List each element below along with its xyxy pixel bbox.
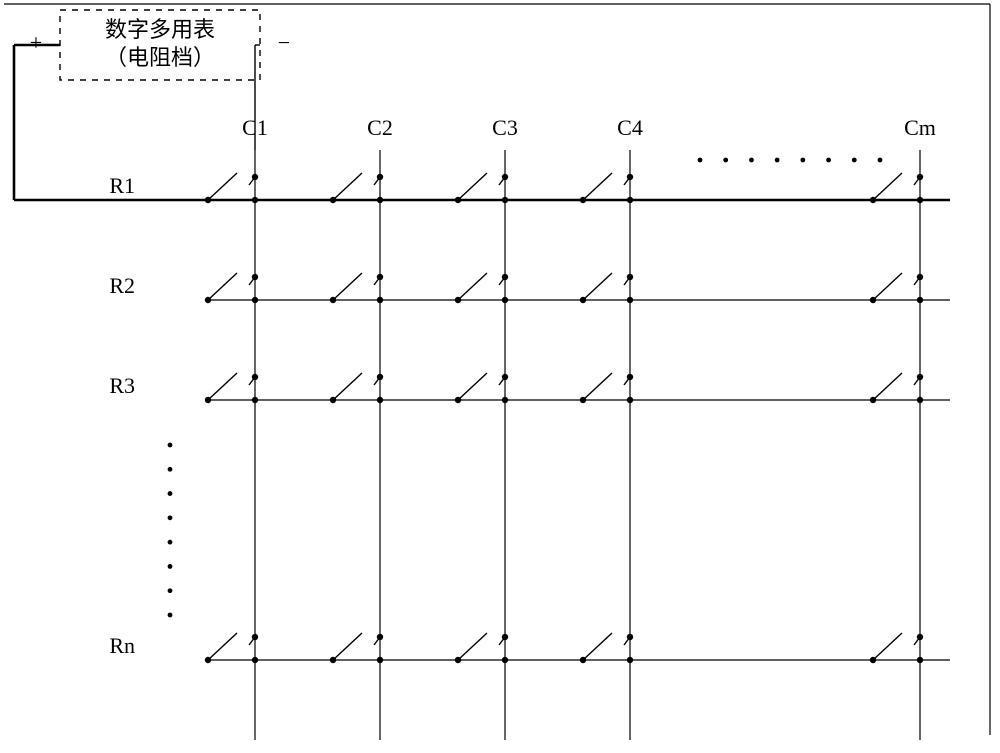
h-ellipsis-dot (775, 158, 780, 163)
relay-switch (208, 373, 255, 400)
h-ellipsis-dot (723, 158, 728, 163)
h-ellipsis-dot (826, 158, 831, 163)
h-ellipsis-dot (698, 158, 703, 163)
v-ellipsis-dot (168, 564, 173, 569)
column-label: C4 (617, 115, 643, 140)
relay-switch (873, 273, 920, 300)
relay-switch (208, 273, 255, 300)
v-ellipsis-dot (168, 467, 173, 472)
v-ellipsis-dot (168, 540, 173, 545)
v-ellipsis-dot (168, 515, 173, 520)
multimeter-line2: （电阻档） (105, 45, 215, 70)
relay-switch (583, 373, 630, 400)
relay-switch (583, 173, 630, 200)
relay-switch (208, 173, 255, 200)
relay-switch (333, 373, 380, 400)
v-ellipsis-dot (168, 613, 173, 618)
relay-switch (873, 173, 920, 200)
plus-sign: + (30, 30, 42, 55)
column-label: C2 (367, 115, 393, 140)
column-label: C1 (242, 115, 268, 140)
row-label: R1 (109, 173, 135, 198)
relay-switch (333, 173, 380, 200)
column-label: C3 (492, 115, 518, 140)
relay-switch (458, 373, 505, 400)
relay-switch (333, 633, 380, 660)
row-label: Rn (109, 633, 135, 658)
multimeter-line1: 数字多用表 (105, 17, 215, 42)
relay-switch (208, 633, 255, 660)
h-ellipsis-dot (852, 158, 857, 163)
v-ellipsis-dot (168, 491, 173, 496)
relay-switch (583, 633, 630, 660)
row-label: R2 (109, 273, 135, 298)
v-ellipsis-dot (168, 443, 173, 448)
column-label: Cm (904, 115, 936, 140)
minus-sign: − (278, 30, 290, 55)
v-ellipsis-dot (168, 588, 173, 593)
h-ellipsis-dot (749, 158, 754, 163)
relay-switch (458, 633, 505, 660)
relay-switch (458, 173, 505, 200)
relay-switch (873, 633, 920, 660)
relay-switch (458, 273, 505, 300)
diagram-svg: 数字多用表 （电阻档） + − C1 C2 C3 C4 Cm R1 R2 R3 Rn (0, 0, 1000, 753)
h-ellipsis-dot (878, 158, 883, 163)
row-label: R3 (109, 373, 135, 398)
h-ellipsis-dot (800, 158, 805, 163)
relay-switch (583, 273, 630, 300)
relay-switch (333, 273, 380, 300)
relay-switch (873, 373, 920, 400)
